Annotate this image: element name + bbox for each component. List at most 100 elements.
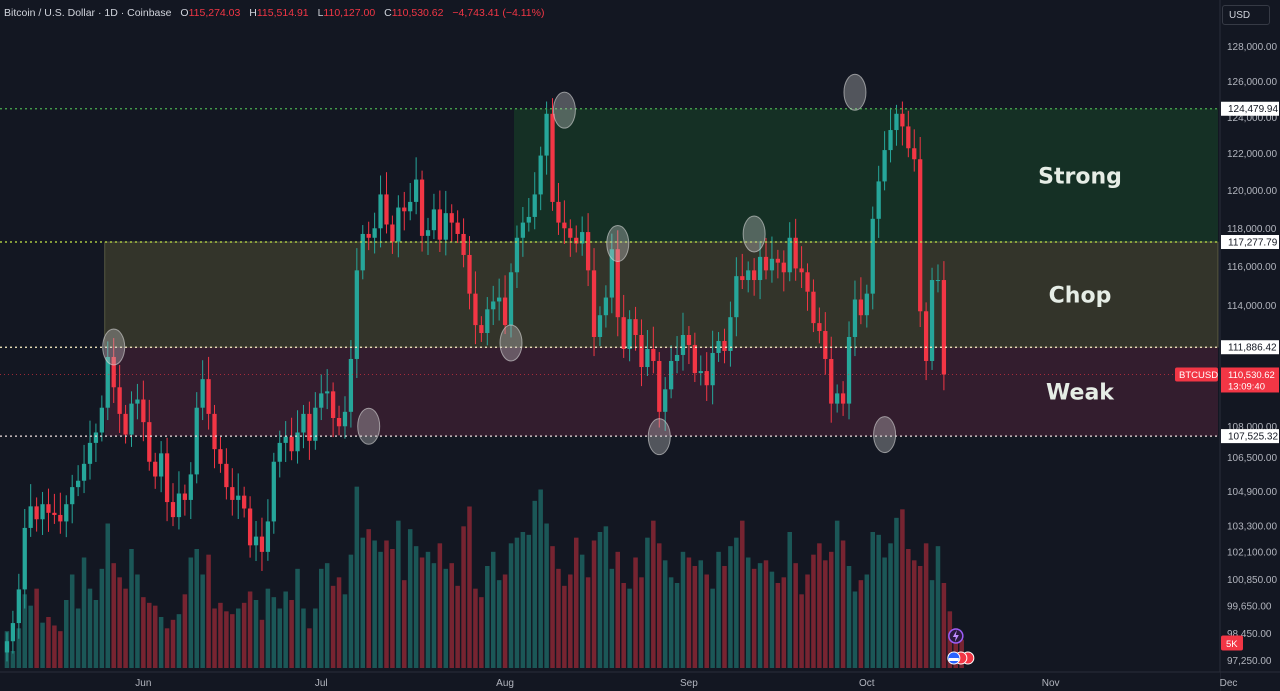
candle-body[interactable] [799, 268, 804, 273]
candle-body[interactable] [627, 319, 632, 349]
candle-body[interactable] [467, 254, 472, 294]
candle-body[interactable] [46, 504, 51, 513]
candle-body[interactable] [402, 207, 407, 212]
candle-body[interactable] [633, 319, 638, 335]
candle-body[interactable] [455, 222, 460, 234]
candle-body[interactable] [645, 348, 650, 368]
candle-body[interactable] [514, 237, 520, 273]
candle-body[interactable] [722, 340, 727, 351]
candle-body[interactable] [550, 113, 555, 202]
candle-body[interactable] [615, 249, 620, 318]
candle-body[interactable] [123, 413, 128, 435]
candle-body[interactable] [882, 150, 887, 182]
candle-body[interactable] [473, 293, 478, 326]
candle-body[interactable] [520, 222, 526, 238]
currency-button[interactable]: USD [1222, 5, 1270, 25]
candle-body[interactable] [384, 194, 389, 225]
candle-body[interactable] [182, 493, 187, 500]
candle-body[interactable] [894, 113, 899, 131]
candle-body[interactable] [740, 276, 745, 281]
candle-body[interactable] [651, 348, 656, 361]
candle-body[interactable] [734, 276, 739, 318]
candle-body[interactable] [603, 297, 609, 316]
candle-body[interactable] [728, 317, 733, 351]
candle-body[interactable] [271, 461, 276, 522]
candle-body[interactable] [22, 527, 27, 590]
candle-body[interactable] [325, 391, 330, 394]
candle-body[interactable] [591, 270, 597, 337]
candle-body[interactable] [277, 442, 282, 462]
candle-body[interactable] [28, 506, 33, 528]
candle-body[interactable] [502, 297, 508, 326]
candle-body[interactable] [34, 506, 39, 520]
candle-body[interactable] [366, 233, 371, 238]
candle-body[interactable] [378, 194, 383, 229]
candle-body[interactable] [864, 293, 869, 316]
candle-body[interactable] [692, 344, 697, 374]
candle-body[interactable] [188, 474, 193, 500]
candle-body[interactable] [176, 493, 182, 518]
candle-body[interactable] [757, 256, 763, 281]
candle-body[interactable] [289, 436, 294, 452]
candle-body[interactable] [336, 418, 342, 427]
candle-body[interactable] [597, 315, 603, 337]
candle-body[interactable] [698, 371, 703, 374]
candle-body[interactable] [81, 463, 87, 481]
candle-body[interactable] [900, 113, 905, 127]
candle-body[interactable] [419, 179, 425, 236]
candle-body[interactable] [153, 461, 158, 477]
candle-body[interactable] [117, 387, 122, 414]
candle-body[interactable] [568, 228, 573, 238]
candle-body[interactable] [769, 258, 775, 271]
candle-body[interactable] [265, 521, 271, 552]
candle-body[interactable] [253, 536, 259, 546]
candle-body[interactable] [935, 280, 941, 282]
candle-body[interactable] [858, 299, 864, 316]
candle-body[interactable] [941, 280, 947, 375]
candle-body[interactable] [876, 181, 881, 219]
candle-body[interactable] [609, 249, 614, 298]
candle-body[interactable] [793, 237, 798, 269]
candle-body[interactable] [301, 413, 306, 433]
candle-body[interactable] [206, 379, 211, 414]
candle-body[interactable] [746, 270, 751, 281]
candle-body[interactable] [852, 299, 858, 337]
candle-body[interactable] [929, 280, 935, 361]
candle-body[interactable] [170, 502, 176, 518]
candle-body[interactable] [218, 449, 223, 464]
candle-body[interactable] [674, 354, 680, 361]
candle-body[interactable] [870, 218, 875, 294]
candle-body[interactable] [372, 228, 377, 238]
candle-body[interactable] [111, 356, 116, 388]
candle-body[interactable] [574, 237, 579, 244]
candle-body[interactable] [912, 148, 917, 160]
candle-body[interactable] [40, 504, 45, 520]
candle-body[interactable] [817, 323, 822, 332]
candle-body[interactable] [437, 209, 442, 240]
candle-body[interactable] [829, 358, 834, 404]
candle-body[interactable] [307, 413, 312, 441]
candle-body[interactable] [230, 487, 235, 500]
candle-body[interactable] [538, 155, 543, 195]
candle-body[interactable] [52, 512, 57, 515]
candle-body[interactable] [342, 411, 348, 427]
candle-body[interactable] [686, 334, 692, 345]
candle-body[interactable] [93, 432, 99, 443]
candle-body[interactable] [840, 393, 846, 404]
candle-body[interactable] [283, 436, 288, 443]
candle-body[interactable] [823, 331, 828, 359]
candle-body[interactable] [147, 422, 152, 462]
candle-body[interactable] [16, 589, 21, 624]
candle-body[interactable] [414, 179, 419, 202]
candle-body[interactable] [710, 352, 715, 386]
symbol-name[interactable]: Bitcoin / U.S. Dollar · 1D · Coinbase [4, 7, 172, 19]
candle-body[interactable] [923, 311, 929, 361]
candle-body[interactable] [390, 224, 395, 242]
candle-body[interactable] [58, 514, 63, 522]
candle-body[interactable] [811, 291, 816, 324]
candle-body[interactable] [348, 358, 354, 412]
candle-body[interactable] [141, 399, 146, 423]
candle-body[interactable] [360, 233, 365, 271]
candle-body[interactable] [888, 130, 893, 151]
candle-body[interactable] [704, 371, 709, 386]
